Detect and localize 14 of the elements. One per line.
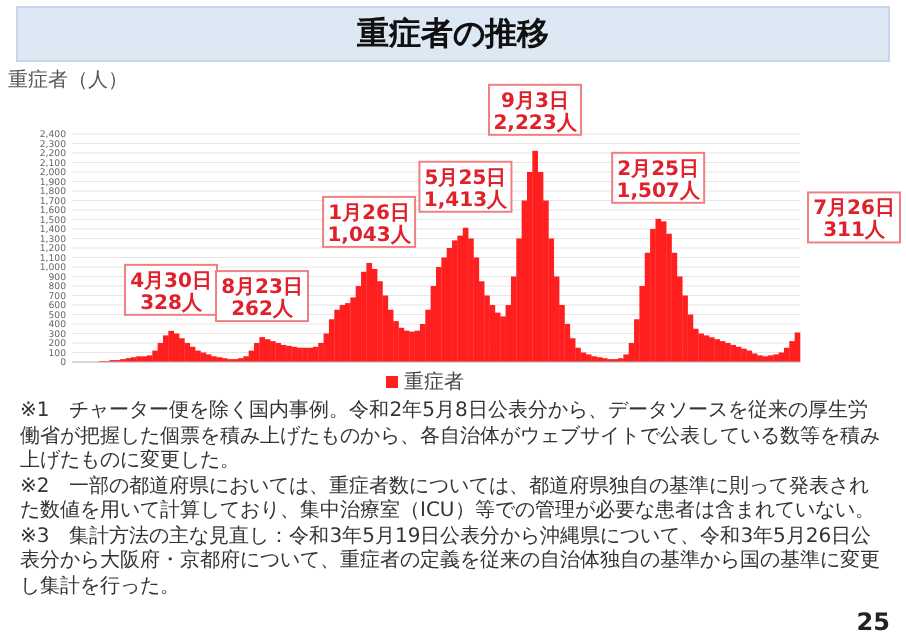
legend-label: 重症者 <box>404 370 464 394</box>
annotation: 7月26日 311人 <box>807 191 901 244</box>
text: ※1 チャーター便を除く国内事例。令和2年5月8日公表分から、データソースを従来の厚生労働省が把握した個票を積み上げたものから、各自治体がウェブサイトで公表している数等を積み上げたものに変更した。 <box>20 400 882 475</box>
text: ※3 集計方法の主な見直し：令和3年5月19日公表分から沖縄県について、令和3年5月26日公表分から大阪府・京都府について、重症者の定義を従来の自治体独自の基準から国の基準に変更し集計を行った。 <box>20 525 882 600</box>
text: 25 <box>856 608 890 636</box>
annotation: 8月23日 262人 <box>215 270 310 323</box>
annotation: 2月25日 1,507人 <box>611 151 706 204</box>
annotation: 1月26日 1,043人 <box>322 195 417 248</box>
annotation: 5月25日 1,413人 <box>418 160 513 213</box>
annotation: 9月3日 2,223人 <box>488 83 583 136</box>
text: ※2 一部の都道府県においては、重症者数については、都道府県独自の基準に則って発表された数値を用いて計算しており、集中治療室（ICU）等での管理が必要な患者は含まれていない。 <box>20 475 877 525</box>
y-axis-title: 重症者（人） <box>8 68 128 92</box>
chart-title: 重症者の推移 <box>16 6 890 62</box>
annotation: 4月30日 328人 <box>124 263 219 316</box>
